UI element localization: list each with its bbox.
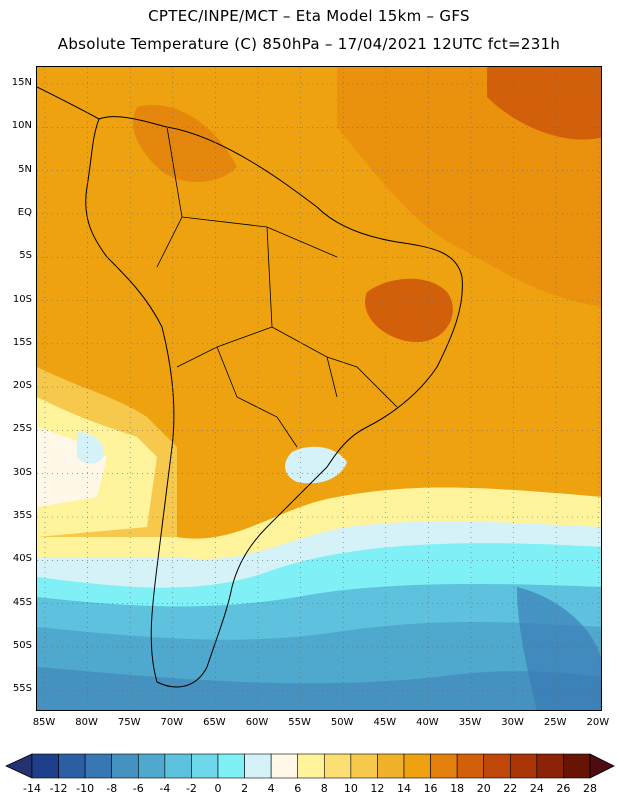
colorbar-cell bbox=[191, 753, 219, 779]
colorbar-min-arrow bbox=[5, 753, 33, 779]
lon-label: 85W bbox=[32, 717, 56, 728]
colorbar-tick-label: 24 bbox=[529, 782, 544, 795]
lon-label: 40W bbox=[416, 717, 439, 728]
rio-de-la-plata-cool-spot bbox=[285, 446, 347, 484]
colorbar-tick-label: 0 bbox=[214, 782, 222, 795]
colorbar-tick-label: 6 bbox=[294, 782, 302, 795]
south-atlantic-cold-patch bbox=[517, 587, 601, 710]
colorbar-cell bbox=[563, 753, 591, 779]
map-svg bbox=[37, 67, 601, 710]
colorbar-tick-label: 16 bbox=[423, 782, 438, 795]
lon-label: 30W bbox=[501, 717, 524, 728]
colorbar-cell bbox=[456, 753, 485, 779]
colorbar-max-arrow bbox=[589, 753, 615, 779]
lon-label: 75W bbox=[117, 717, 141, 728]
lon-label: 60W bbox=[245, 717, 269, 728]
lat-label: 50S bbox=[12, 639, 32, 651]
colorbar-tick-label: -4 bbox=[159, 782, 171, 795]
title-line-2: Absolute Temperature (C) 850hPa – 17/04/… bbox=[57, 35, 561, 53]
colorbar-cell bbox=[297, 753, 325, 779]
lat-label: 5S bbox=[19, 250, 32, 262]
central-america-outline bbox=[37, 86, 100, 120]
colorbar-tick-label: 20 bbox=[476, 782, 491, 795]
lon-label: 70W bbox=[160, 717, 184, 728]
colorbar-cell bbox=[217, 753, 245, 779]
lat-label: 10N bbox=[11, 120, 32, 132]
colorbar-cell bbox=[323, 753, 352, 779]
lon-label: 55W bbox=[288, 717, 311, 728]
lat-label: 5N bbox=[18, 163, 32, 175]
colorbar-tick-label: -2 bbox=[185, 782, 197, 795]
colorbar-tick-label: -8 bbox=[106, 782, 118, 795]
colorbar-cell bbox=[84, 753, 113, 779]
colorbar-cell bbox=[244, 753, 272, 779]
colorbar-cell bbox=[536, 753, 564, 779]
lon-label: 35W bbox=[458, 717, 482, 728]
lon-label: 80W bbox=[75, 717, 98, 728]
colorbar-tick-label: 4 bbox=[267, 782, 275, 795]
colorbar-tick-label: 18 bbox=[450, 782, 465, 795]
colorbar-cell bbox=[58, 753, 86, 779]
lat-label: 45S bbox=[12, 596, 32, 608]
lat-label: 10S bbox=[12, 293, 32, 305]
colorbar-cell bbox=[483, 753, 511, 779]
colorbar-tick-label: 12 bbox=[370, 782, 385, 795]
colorbar-cell bbox=[430, 753, 458, 779]
colorbar-cell bbox=[377, 753, 405, 779]
ne-brazil-hot-region bbox=[365, 278, 453, 342]
north-atlantic-hot-region bbox=[487, 67, 601, 140]
colorbar-tick-label: -12 bbox=[49, 782, 68, 795]
lat-label: 25S bbox=[12, 423, 32, 435]
lat-label: 35S bbox=[12, 510, 32, 521]
colorbar-tick-label: 28 bbox=[583, 782, 597, 795]
colorbar-tick-label: 8 bbox=[320, 782, 328, 795]
colorbar-tick-label: 10 bbox=[343, 782, 358, 795]
lon-label: 45W bbox=[373, 717, 397, 728]
southern-deep-blue-band bbox=[37, 667, 601, 710]
temperature-map bbox=[36, 66, 602, 711]
colorbar-cell bbox=[31, 753, 59, 779]
lat-label: EQ bbox=[17, 206, 32, 218]
title-line-1: CPTEC/INPE/MCT – Eta Model 15km – GFS bbox=[148, 7, 470, 25]
lat-label: 40S bbox=[12, 553, 32, 565]
lat-label: 15N bbox=[11, 77, 32, 88]
colorbar-cell bbox=[403, 753, 431, 779]
colorbar bbox=[5, 753, 615, 779]
lon-label: 20W bbox=[586, 717, 610, 728]
colorbar-tick-label: -14 bbox=[23, 782, 41, 795]
lat-label: 30S bbox=[12, 466, 32, 478]
lat-label: 20S bbox=[12, 380, 32, 392]
lat-label: 15S bbox=[12, 336, 32, 348]
colorbar-tick-label: -6 bbox=[132, 782, 144, 795]
country-borders bbox=[156, 126, 398, 448]
colorbar-tick-label: 22 bbox=[503, 782, 518, 795]
lon-label: 25W bbox=[543, 717, 567, 728]
lon-label: 65W bbox=[203, 717, 226, 728]
pacific-cool-spot bbox=[77, 432, 104, 464]
colorbar-cell bbox=[350, 753, 378, 779]
colorbar-cell bbox=[164, 753, 192, 779]
colorbar-cell bbox=[137, 753, 166, 779]
colorbar-cell bbox=[509, 753, 538, 779]
lat-label: 55S bbox=[12, 683, 32, 695]
colorbar-tick-label: 14 bbox=[397, 782, 411, 795]
continent-outline bbox=[85, 116, 463, 688]
colorbar-tick-label: 26 bbox=[556, 782, 571, 795]
colorbar-cell bbox=[270, 753, 299, 779]
colorbar-tick-label: -10 bbox=[76, 782, 95, 795]
venezuela-warm-region bbox=[133, 105, 237, 182]
colorbar-cell bbox=[111, 753, 139, 779]
colorbar-cells bbox=[5, 753, 615, 779]
lon-label: 50W bbox=[330, 717, 354, 728]
colorbar-tick-label: 2 bbox=[241, 782, 249, 795]
